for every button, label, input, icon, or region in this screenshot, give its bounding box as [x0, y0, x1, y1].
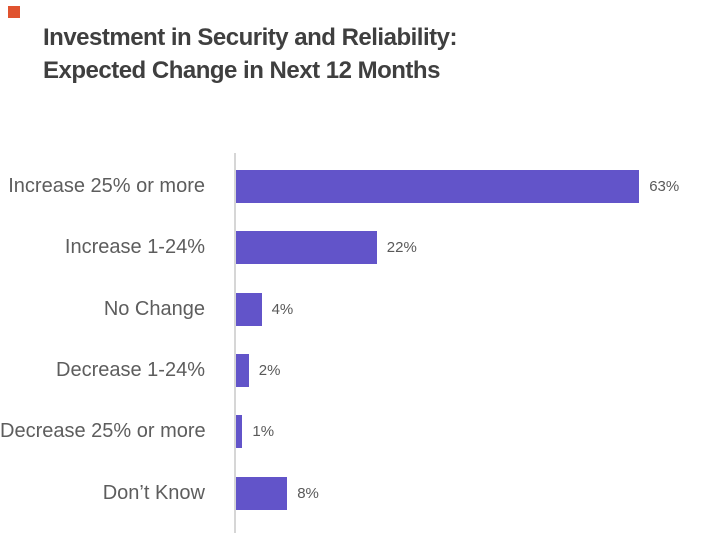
- bar-no-change: [236, 292, 262, 326]
- value-label-decrease-25-or-more: 1%: [252, 423, 275, 441]
- category-label-don-t-know: Don’t Know: [102, 481, 205, 504]
- bar-decrease-25-or-more: [236, 415, 243, 449]
- y-axis-line: [234, 153, 236, 533]
- chart-title-line-1: Investment in Security and Reliability:: [43, 24, 457, 51]
- bar-row-no-change: No Change 4%: [0, 292, 722, 326]
- bar-row-decrease-25-or-more: Decrease 25% or more 1%: [0, 415, 722, 449]
- bar-row-don-t-know: Don’t Know 8%: [0, 476, 722, 510]
- category-label-decrease-1-24: Decrease 1-24%: [56, 358, 205, 381]
- bar-increase-1-24: [236, 231, 377, 265]
- value-label-increase-25-or-more: 63%: [649, 177, 680, 195]
- category-label-decrease-25-or-more: Decrease 25% or more: [0, 420, 206, 443]
- category-label-increase-1-24: Increase 1-24%: [64, 236, 205, 259]
- chart-title-line-2: Expected Change in Next 12 Months: [43, 57, 440, 84]
- value-label-increase-1-24: 22%: [386, 239, 417, 257]
- bar-row-increase-25-or-more: Increase 25% or more 63%: [0, 169, 722, 203]
- accent-square-decoration: [8, 6, 20, 18]
- bar-decrease-1-24: [236, 353, 249, 387]
- bar-row-increase-1-24: Increase 1-24% 22%: [0, 231, 722, 265]
- bar-row-decrease-1-24: Decrease 1-24% 2%: [0, 353, 722, 387]
- value-label-don-t-know: 8%: [297, 484, 319, 502]
- category-label-increase-25-or-more: Increase 25% or more: [8, 174, 205, 197]
- value-label-decrease-1-24: 2%: [258, 361, 281, 379]
- bar-don-t-know: [236, 476, 288, 510]
- bar-increase-25-or-more: [236, 169, 640, 203]
- chart-title: Investment in Security and Reliability: …: [43, 21, 457, 87]
- value-label-no-change: 4%: [271, 300, 294, 318]
- category-label-no-change: No Change: [103, 297, 205, 320]
